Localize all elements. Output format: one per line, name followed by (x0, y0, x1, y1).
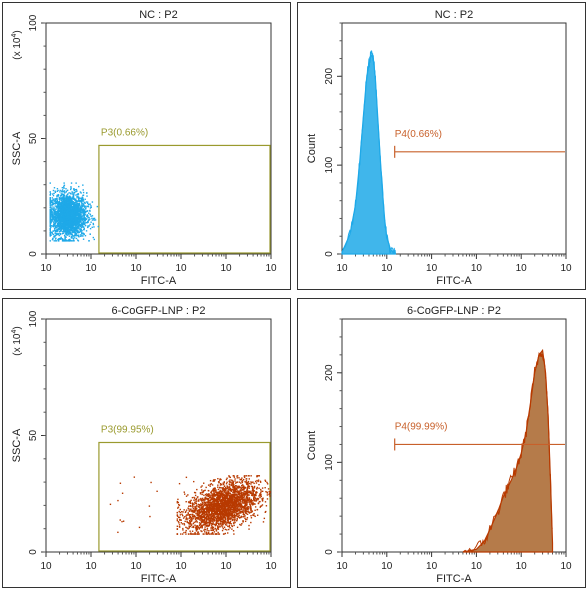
chart-title: NC : P2 (139, 9, 178, 21)
x-tick-label: 10 (220, 263, 232, 274)
x-axis-label: FITC-A (141, 275, 177, 287)
x-tick-label: 10 (336, 263, 348, 274)
x-tick-label: 10 (130, 561, 142, 572)
gate-label: P3(99.95%) (101, 424, 154, 435)
x-tick-label: 10 (130, 263, 142, 274)
x-tick-label: 10 (516, 561, 528, 572)
x-tick-label: 10 (381, 561, 393, 572)
y-tick-label: 100 (28, 310, 39, 327)
y-tick-label: 200 (324, 68, 335, 85)
nc-histogram-plot: NC : P2102103104105106107FITC-A0100200Co… (306, 9, 572, 287)
x-tick-label: 10 (426, 263, 438, 274)
marker-label: P4(99.99%) (395, 421, 448, 432)
x-tick-label: 10 (336, 561, 348, 572)
x-tick-label: 10 (85, 561, 97, 572)
x-tick-label: 10 (471, 263, 483, 274)
gate-label: P3(0.66%) (101, 127, 148, 138)
gate-box (98, 441, 271, 552)
x-tick-label: 10 (220, 561, 232, 572)
scatter-events (109, 475, 271, 535)
x-tick-label: 10 (471, 561, 483, 572)
x-tick-label: 10 (560, 263, 572, 274)
x-tick-label: 10 (175, 561, 187, 572)
x-axis-label: FITC-A (141, 573, 177, 585)
y-axis-label: Count (306, 134, 318, 163)
lnp-scatter-plot: 6-CoGFP-LNP : P2102103104105106107FITC-A… (11, 305, 277, 585)
x-tick-label: 10 (85, 263, 97, 274)
nc-scatter-plot: NC : P2102103104105106107FITC-A050100SSC… (11, 9, 277, 287)
y-tick-label: 50 (28, 430, 39, 442)
y-tick-label: 50 (28, 133, 39, 145)
y-tick-label: 0 (28, 251, 39, 257)
x-tick-label: 10 (426, 561, 438, 572)
x-tick-label: 10 (175, 263, 187, 274)
gate-box (98, 144, 271, 254)
lnp-histogram-plot: 6-CoGFP-LNP : P2102103104105106107FITC-A… (306, 305, 572, 585)
scatter-events (49, 182, 99, 242)
x-tick-label: 10 (265, 561, 277, 572)
marker-label: P4(0.66%) (395, 129, 442, 140)
x-axis-label: FITC-A (436, 275, 472, 287)
x-tick-label: 10 (265, 263, 277, 274)
x-tick-label: 10 (560, 561, 572, 572)
chart-title: NC : P2 (435, 9, 474, 21)
y-tick-label: 200 (324, 364, 335, 381)
histogram-area (341, 53, 397, 255)
y-tick-label: 100 (324, 156, 335, 173)
x-tick-label: 10 (40, 263, 52, 274)
plot-frame (341, 22, 567, 255)
panel-lnp-histogram: 6-CoGFP-LNP : P2102103104105106107FITC-A… (297, 298, 586, 588)
histogram-outline (462, 351, 553, 553)
y-axis-unit: (x 104) (11, 326, 23, 355)
histogram-outline (341, 50, 397, 255)
y-axis-label: Count (306, 431, 318, 460)
x-tick-label: 10 (516, 263, 528, 274)
panel-nc-histogram: NC : P2102103104105106107FITC-A0100200Co… (297, 2, 586, 290)
y-tick-label: 100 (324, 454, 335, 471)
y-axis-label: SSC-A (11, 131, 23, 165)
panel-lnp-scatter: 6-CoGFP-LNP : P2102103104105106107FITC-A… (2, 298, 291, 588)
x-axis-label: FITC-A (436, 573, 472, 585)
y-tick-label: 100 (28, 14, 39, 31)
y-tick-label: 0 (324, 549, 335, 555)
y-tick-label: 0 (28, 549, 39, 555)
panel-nc-scatter: NC : P2102103104105106107FITC-A050100SSC… (2, 2, 291, 290)
y-tick-label: 0 (324, 251, 335, 257)
x-tick-label: 10 (40, 561, 52, 572)
histogram-area (462, 348, 554, 553)
y-axis-label: SSC-A (11, 428, 23, 462)
plot-frame (341, 318, 567, 553)
chart-title: 6-CoGFP-LNP : P2 (407, 305, 501, 317)
y-axis-unit: (x 104) (11, 30, 23, 59)
chart-title: 6-CoGFP-LNP : P2 (112, 305, 206, 317)
x-tick-label: 10 (381, 263, 393, 274)
